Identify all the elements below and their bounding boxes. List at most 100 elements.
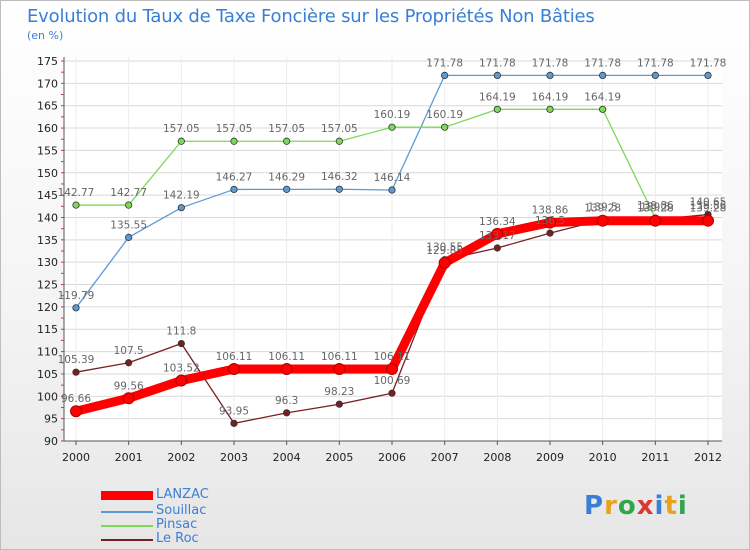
y-tick-label: 175 bbox=[37, 55, 58, 68]
y-tick-label: 135 bbox=[37, 234, 58, 247]
data-point-lanzac bbox=[386, 362, 398, 375]
data-label-lanzac: 96.66 bbox=[61, 393, 91, 405]
data-label-pinsac: 142.77 bbox=[58, 187, 95, 199]
data-label-lanzac: 139.28 bbox=[690, 203, 727, 215]
data-label-le-roc: 140.65 bbox=[690, 197, 727, 209]
x-tick-label: 2010 bbox=[589, 451, 617, 464]
data-point-pinsac bbox=[125, 201, 133, 209]
data-label-le-roc: 133.17 bbox=[479, 230, 516, 242]
logo-letter: r bbox=[604, 491, 618, 521]
x-tick-label: 2003 bbox=[220, 451, 248, 464]
data-label-pinsac: 160.19 bbox=[374, 109, 411, 121]
logo-letter: P bbox=[584, 491, 605, 521]
legend-label-lanzac: LANZAC bbox=[156, 487, 209, 502]
y-tick-label: 120 bbox=[37, 301, 58, 314]
data-point-souillac bbox=[441, 71, 449, 79]
x-tick-label: 2006 bbox=[378, 451, 406, 464]
y-tick-label: 110 bbox=[37, 346, 58, 359]
data-point-lanzac bbox=[333, 362, 346, 375]
data-label-le-roc: 130.55 bbox=[426, 242, 463, 254]
data-label-lanzac: 106.11 bbox=[321, 351, 358, 363]
data-label-souillac: 146.32 bbox=[321, 171, 358, 183]
chart-title: Evolution du Taux de Taxe Foncière sur l… bbox=[27, 6, 595, 27]
data-point-pinsac bbox=[493, 105, 501, 113]
data-point-le-roc bbox=[72, 368, 80, 376]
data-point-souillac bbox=[651, 71, 659, 79]
data-point-souillac bbox=[125, 233, 133, 241]
data-label-le-roc: 98.23 bbox=[324, 386, 354, 398]
data-label-lanzac: 99.56 bbox=[114, 380, 144, 392]
data-point-le-roc bbox=[125, 359, 133, 367]
y-tick-label: 170 bbox=[37, 77, 58, 90]
legend-swatch-lanzac bbox=[101, 491, 153, 500]
data-label-le-roc: 107.5 bbox=[114, 345, 144, 357]
data-point-le-roc bbox=[388, 389, 396, 397]
data-label-lanzac: 136.34 bbox=[479, 216, 516, 228]
legend-swatch-le-roc bbox=[101, 539, 153, 541]
y-tick-label: 105 bbox=[37, 368, 58, 381]
data-label-souillac: 171.78 bbox=[532, 57, 569, 69]
data-label-souillac: 146.29 bbox=[268, 171, 305, 183]
data-label-souillac: 146.27 bbox=[216, 171, 253, 183]
data-point-souillac bbox=[546, 71, 554, 79]
logo-letter: i bbox=[677, 491, 688, 521]
y-tick-label: 90 bbox=[44, 435, 58, 448]
data-label-pinsac: 139.86 bbox=[690, 200, 727, 212]
logo-letter: t bbox=[664, 491, 678, 521]
legend-swatch-pinsac bbox=[101, 525, 153, 527]
data-point-pinsac bbox=[283, 137, 291, 145]
y-tick-label: 165 bbox=[37, 100, 58, 113]
data-label-souillac: 135.55 bbox=[110, 219, 147, 231]
x-tick-label: 2012 bbox=[694, 451, 722, 464]
data-label-pinsac: 164.19 bbox=[479, 91, 516, 103]
data-point-pinsac bbox=[388, 123, 396, 131]
data-point-pinsac bbox=[599, 105, 607, 113]
logo-letter: x bbox=[636, 491, 655, 521]
data-point-souillac bbox=[335, 185, 343, 193]
y-tick-label: 140 bbox=[37, 211, 58, 224]
data-label-lanzac: 106.11 bbox=[374, 351, 411, 363]
data-label-souillac: 146.14 bbox=[374, 172, 411, 184]
data-point-souillac bbox=[283, 185, 291, 193]
data-label-souillac: 171.78 bbox=[584, 57, 621, 69]
y-tick-label: 130 bbox=[37, 256, 58, 269]
data-label-lanzac: 103.52 bbox=[163, 363, 200, 375]
data-point-lanzac bbox=[544, 216, 556, 229]
x-tick-label: 2001 bbox=[115, 451, 143, 464]
data-label-pinsac: 139.86 bbox=[637, 200, 674, 212]
data-point-pinsac bbox=[177, 137, 185, 145]
data-point-le-roc bbox=[493, 244, 501, 252]
data-label-souillac: 171.78 bbox=[690, 57, 727, 69]
proxiti-logo: Proxiti bbox=[584, 491, 688, 521]
data-label-lanzac: 138.86 bbox=[532, 205, 569, 217]
data-label-le-roc: 96.3 bbox=[275, 395, 298, 407]
data-point-lanzac bbox=[596, 214, 609, 227]
y-tick-label: 125 bbox=[37, 279, 58, 292]
x-tick-label: 2009 bbox=[536, 451, 564, 464]
data-point-le-roc bbox=[230, 419, 238, 427]
y-tick-label: 95 bbox=[44, 413, 58, 426]
data-label-souillac: 171.78 bbox=[479, 57, 516, 69]
data-label-lanzac: 129.85 bbox=[426, 245, 463, 257]
data-point-lanzac bbox=[70, 405, 82, 418]
data-point-lanzac bbox=[438, 256, 451, 269]
data-label-souillac: 119.79 bbox=[58, 290, 95, 302]
x-tick-label: 2000 bbox=[62, 451, 90, 464]
data-point-le-roc bbox=[283, 409, 291, 417]
data-point-pinsac bbox=[441, 123, 449, 131]
data-label-lanzac: 139.28 bbox=[584, 203, 621, 215]
y-tick-label: 115 bbox=[37, 323, 58, 336]
data-label-pinsac: 164.19 bbox=[584, 91, 621, 103]
data-point-souillac bbox=[177, 204, 185, 212]
data-label-pinsac: 160.19 bbox=[426, 109, 463, 121]
data-label-lanzac: 106.11 bbox=[216, 351, 253, 363]
y-tick-label: 155 bbox=[37, 144, 58, 157]
x-tick-label: 2008 bbox=[483, 451, 511, 464]
data-point-pinsac bbox=[546, 105, 554, 113]
data-point-pinsac bbox=[335, 137, 343, 145]
data-point-souillac bbox=[704, 71, 712, 79]
logo-letter: o bbox=[617, 491, 637, 521]
data-label-le-roc: 111.8 bbox=[166, 326, 196, 338]
